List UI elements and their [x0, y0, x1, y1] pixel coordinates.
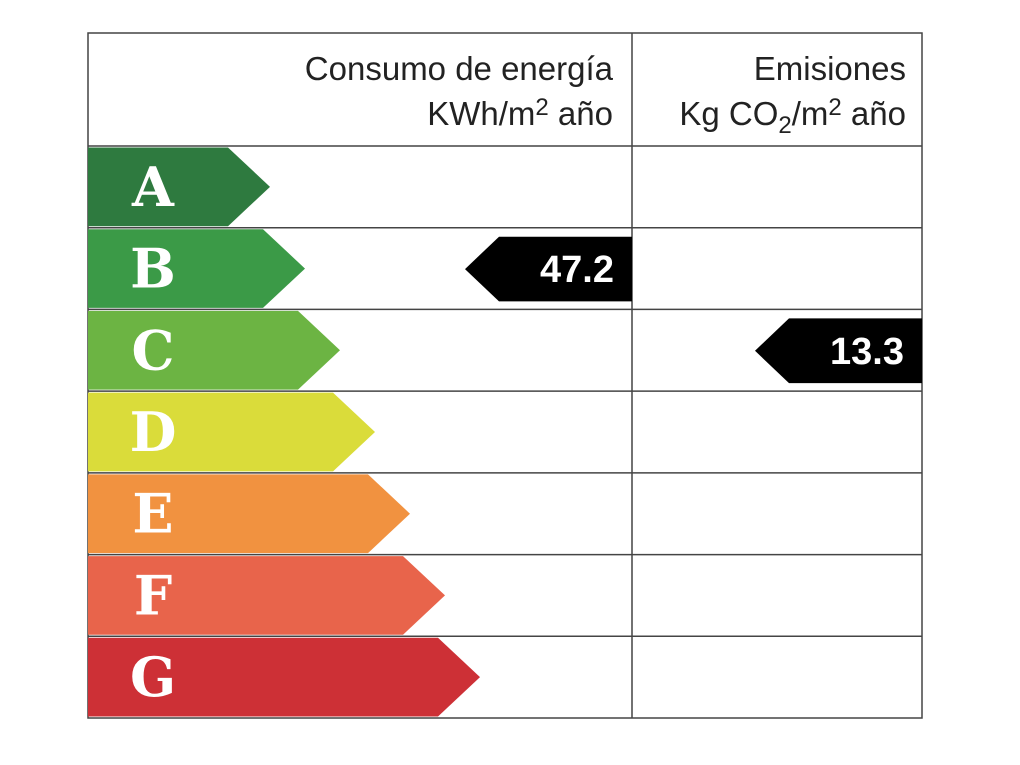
rating-arrow	[88, 392, 375, 472]
rating-letter: B	[130, 237, 176, 301]
unit-text: KWh/m	[427, 95, 535, 132]
unit-text: año	[842, 95, 906, 132]
rating-arrow	[88, 637, 480, 717]
unit-text: /m	[792, 95, 829, 132]
rating-arrow	[88, 310, 340, 390]
rating-letter: E	[132, 482, 173, 546]
rating-letter: D	[130, 400, 177, 464]
rating-arrow	[88, 147, 270, 227]
rating-arrow	[88, 556, 445, 635]
rating-letter: G	[130, 645, 176, 709]
value-text: 47.2	[540, 249, 614, 291]
emissions-title: Emisiones	[754, 50, 906, 87]
rating-arrow	[88, 474, 410, 554]
emissions-unit: Kg CO2/m2 año	[679, 94, 906, 139]
unit-sup: 2	[535, 94, 548, 121]
energy-title: Consumo de energía	[305, 50, 614, 87]
energy-unit: KWh/m2 año	[427, 94, 613, 132]
value-text: 13.3	[830, 331, 904, 373]
rating-letter: C	[132, 318, 175, 382]
unit-text: Kg CO	[679, 95, 778, 132]
rating-letter: F	[134, 563, 172, 627]
unit-text: año	[549, 95, 613, 132]
value-tag	[465, 236, 632, 302]
value-tag	[755, 318, 922, 384]
unit-sup: 2	[828, 94, 841, 121]
unit-sub: 2	[778, 112, 791, 139]
rating-arrow	[88, 229, 305, 308]
rating-letter: A	[131, 155, 175, 219]
